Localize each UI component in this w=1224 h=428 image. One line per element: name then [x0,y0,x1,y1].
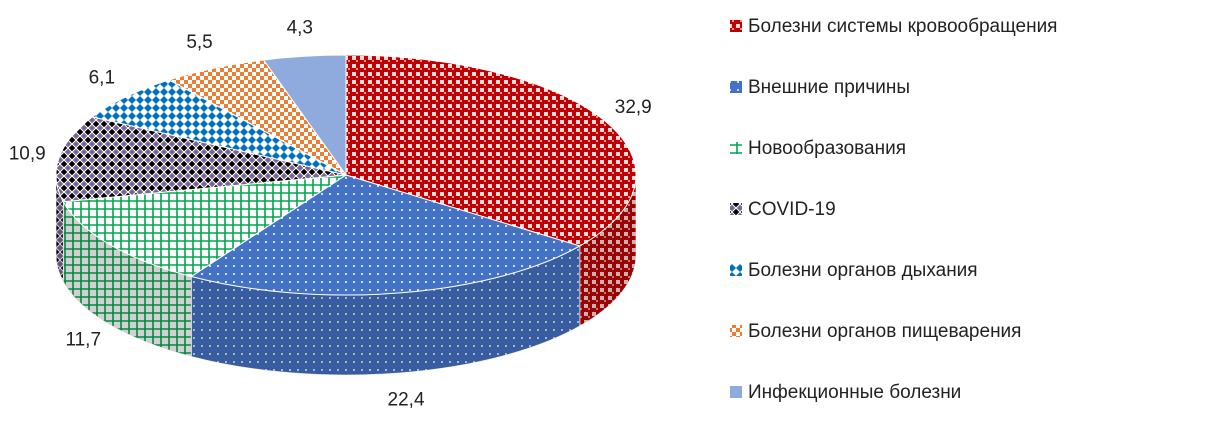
slice [62,174,347,278]
legend-swatch [730,264,742,276]
data-label: 5,5 [186,32,212,53]
slice [262,54,347,177]
data-label: 4,3 [287,18,313,39]
data-label: 10,9 [9,143,46,164]
legend-label: Болезни системы кровообращения [748,16,1057,37]
slice [91,79,347,176]
legend-label: COVID-19 [748,199,836,220]
legend-swatch [730,386,742,398]
data-label: 32,9 [615,97,652,118]
legend-swatch [730,203,742,215]
legend-swatch [730,20,742,32]
data-label: 22,4 [388,389,425,410]
legend-label: Новообразования [748,138,906,159]
legend-label: Болезни органов пищеварения [748,321,1021,342]
slice-side-shade [56,175,64,282]
legend-swatch [730,142,742,154]
legend-swatch [730,81,742,93]
data-label: 6,1 [89,68,115,89]
slice-side-shade [63,201,192,357]
slice [190,174,582,296]
data-label: 11,7 [65,330,101,351]
legend-swatch [730,325,742,337]
slice [345,54,637,247]
legend-label: Внешние причины [748,77,910,98]
slice [55,116,347,203]
legend-label: Болезни органов дыхания [748,260,978,281]
slice-side-shade [191,245,580,376]
legend-label: Инфекционные болезни [748,382,961,403]
